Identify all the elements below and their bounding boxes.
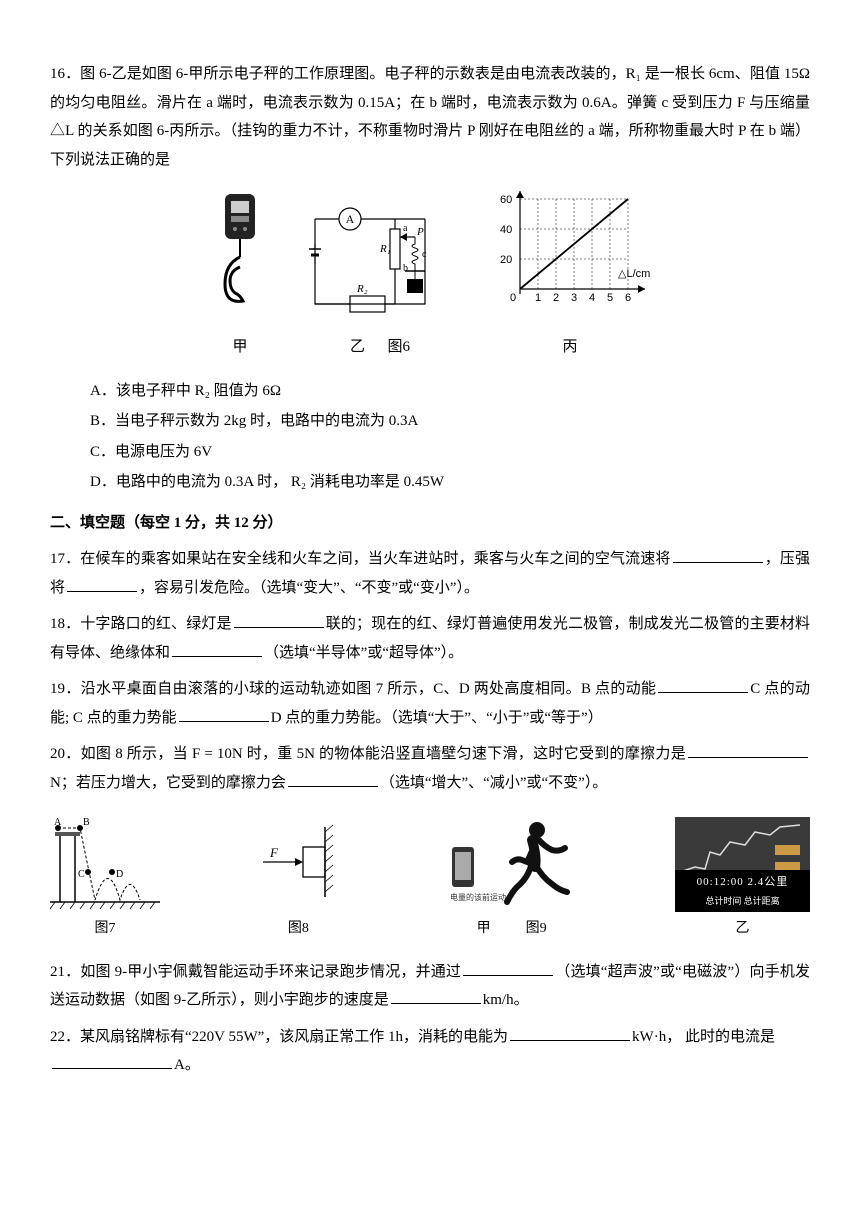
q21-p1: 21．如图 9-甲小宇佩戴智能运动手环来记录跑步情况，并通过 [50, 964, 461, 980]
q20-p3: （选填“增大”、“减小”或“不变”）。 [380, 775, 607, 791]
svg-text:△L/cm: △L/cm [618, 268, 650, 280]
q20-blank1[interactable] [688, 742, 808, 758]
svg-text:b: b [403, 263, 408, 274]
fig9-jia: 电量的该前运动 甲 图9 [437, 812, 587, 943]
fig6-bing: F/N 60 40 20 0 1 2 3 4 5 6 △L/cm 丙 [485, 189, 655, 362]
q22-p2: kW·h， 此时的电流是 [632, 1029, 775, 1045]
svg-text:2: 2 [553, 292, 559, 304]
yi-data-line2: 总计时间 总计距离 [679, 893, 806, 910]
q21-blank2[interactable] [391, 988, 481, 1004]
chart-f-dl: F/N 60 40 20 0 1 2 3 4 5 6 △L/cm [485, 189, 655, 329]
phone-screenshot: 00:12:00 2.4公里 总计时间 总计距离 [675, 817, 810, 912]
q20-p2: N；若压力增大，它受到的摩擦力会 [50, 775, 286, 791]
q17: 17．在候车的乘客如果站在安全线和火车之间，当火车进站时，乘客与火车之间的空气流… [50, 545, 810, 602]
q19-blank1[interactable] [658, 677, 748, 693]
q18: 18．十字路口的红、绿灯是联的；现在的红、绿灯普遍使用发光二极管，制成发光二极管… [50, 610, 810, 667]
svg-text:5: 5 [607, 292, 613, 304]
svg-text:c: c [422, 249, 427, 260]
fig8-label: 图8 [248, 916, 348, 943]
svg-text:6: 6 [625, 292, 631, 304]
fig8: F 图8 [248, 817, 348, 943]
q16-optC: C．电源电压为 6V [50, 438, 810, 467]
svg-text:D: D [116, 869, 123, 880]
fig6-yi: A R₁ a b P c [295, 189, 465, 362]
svg-text:20: 20 [500, 254, 512, 266]
q21-blank1[interactable] [463, 960, 553, 976]
svg-text:F: F [269, 845, 279, 860]
q22-p1: 22．某风扇铭牌标有“220V 55W”，该风扇正常工作 1h，消耗的电能为 [50, 1029, 508, 1045]
q22: 22．某风扇铭牌标有“220V 55W”，该风扇正常工作 1h，消耗的电能为 kW… [50, 1023, 810, 1080]
svg-text:A: A [346, 212, 355, 226]
svg-text:4: 4 [589, 292, 595, 304]
circuit-icon: A R₁ a b P c [295, 189, 465, 329]
figure-6-row: 甲 A R₁ a b P c [50, 189, 810, 362]
svg-text:F/N: F/N [515, 189, 533, 192]
q20-p1: 20．如图 8 所示，当 F = 10N 时，重 5N 的物体能沿竖直墙壁匀速下… [50, 746, 686, 762]
q16-optB: B．当电子秤示数为 2kg 时，电路中的电流为 0.3A [50, 407, 810, 436]
svg-text:C: C [78, 869, 85, 880]
svg-text:P: P [416, 226, 424, 238]
q19: 19．沿水平桌面自由滚落的小球的运动轨迹如图 7 所示，C、D 两处高度相同。B… [50, 675, 810, 732]
q22-blank2[interactable] [52, 1053, 172, 1069]
q21-p3: km/h。 [483, 992, 529, 1008]
q19-blank2[interactable] [179, 706, 269, 722]
q16-optA: A．该电子秤中 R₂ 阻值为 6Ω [50, 377, 810, 406]
svg-text:0: 0 [510, 292, 516, 304]
q18-blank1[interactable] [234, 612, 324, 628]
svg-text:R₂: R₂ [356, 283, 368, 295]
q18-blank2[interactable] [172, 641, 262, 657]
q18-p3: （选填“半导体”或“超导体”）。 [264, 645, 463, 661]
svg-text:B: B [83, 817, 90, 828]
svg-text:a: a [403, 223, 408, 234]
figure-row-2: A B C D 图7 F 图8 [50, 812, 810, 943]
svg-text:60: 60 [500, 194, 512, 206]
fig6-jia-label: 甲 [205, 333, 275, 362]
q20-blank2[interactable] [288, 771, 378, 787]
q19-p3: D 点的重力势能。（选填“大于”、“小于”或“等于”） [271, 710, 603, 726]
fig9-jia-label: 甲 [477, 921, 491, 936]
fig7-label: 图7 [50, 916, 160, 943]
fig6-mid-label: 图6 [388, 339, 411, 355]
svg-text:R₁: R₁ [379, 243, 391, 255]
q20: 20．如图 8 所示，当 F = 10N 时，重 5N 的物体能沿竖直墙壁匀速下… [50, 740, 810, 797]
runner-icon: 电量的该前运动 [437, 812, 587, 912]
q16-optD: D．电路中的电流为 0.3A 时， R₂ 消耗电功率是 0.45W [50, 468, 810, 497]
svg-text:A: A [54, 817, 62, 828]
q17-p1: 17．在候车的乘客如果站在安全线和火车之间，当火车进站时，乘客与火车之间的空气流… [50, 551, 671, 567]
scale-icon [205, 189, 275, 329]
svg-text:40: 40 [500, 224, 512, 236]
fig6-jia: 甲 [205, 189, 275, 362]
fig7: A B C D 图7 [50, 817, 160, 943]
fig9-label: 图9 [526, 921, 547, 936]
q22-p3: A。 [174, 1057, 200, 1073]
section2-header: 二、填空题（每空 1 分，共 12 分） [50, 509, 810, 538]
q18-p1: 18．十字路口的红、绿灯是 [50, 616, 232, 632]
svg-text:电量的该前运动: 电量的该前运动 [450, 892, 506, 902]
q17-blank1[interactable] [673, 547, 763, 563]
svg-text:3: 3 [571, 292, 577, 304]
fig6-bing-label: 丙 [485, 333, 655, 362]
q22-blank1[interactable] [510, 1025, 630, 1041]
fig9-yi: 00:12:00 2.4公里 总计时间 总计距离 乙 [675, 817, 810, 943]
trajectory-icon: A B C D [50, 817, 160, 912]
q16-stem: 16．图 6-乙是如图 6-甲所示电子秤的工作原理图。电子秤的示数表是由电流表改… [50, 60, 810, 174]
fig6-yi-label: 乙 [350, 339, 365, 355]
fig9-yi-label: 乙 [675, 916, 810, 943]
svg-text:1: 1 [535, 292, 541, 304]
yi-data-line: 00:12:00 2.4公里 [679, 872, 806, 893]
force-wall-icon: F [248, 817, 348, 912]
q17-blank2[interactable] [67, 576, 137, 592]
q19-p1: 19．沿水平桌面自由滚落的小球的运动轨迹如图 7 所示，C、D 两处高度相同。B… [50, 681, 656, 697]
q21: 21．如图 9-甲小宇佩戴智能运动手环来记录跑步情况，并通过（选填“超声波”或“… [50, 958, 810, 1015]
q17-p3: ，容易引发危险。（选填“变大”、“不变”或“变小”）。 [139, 580, 479, 596]
